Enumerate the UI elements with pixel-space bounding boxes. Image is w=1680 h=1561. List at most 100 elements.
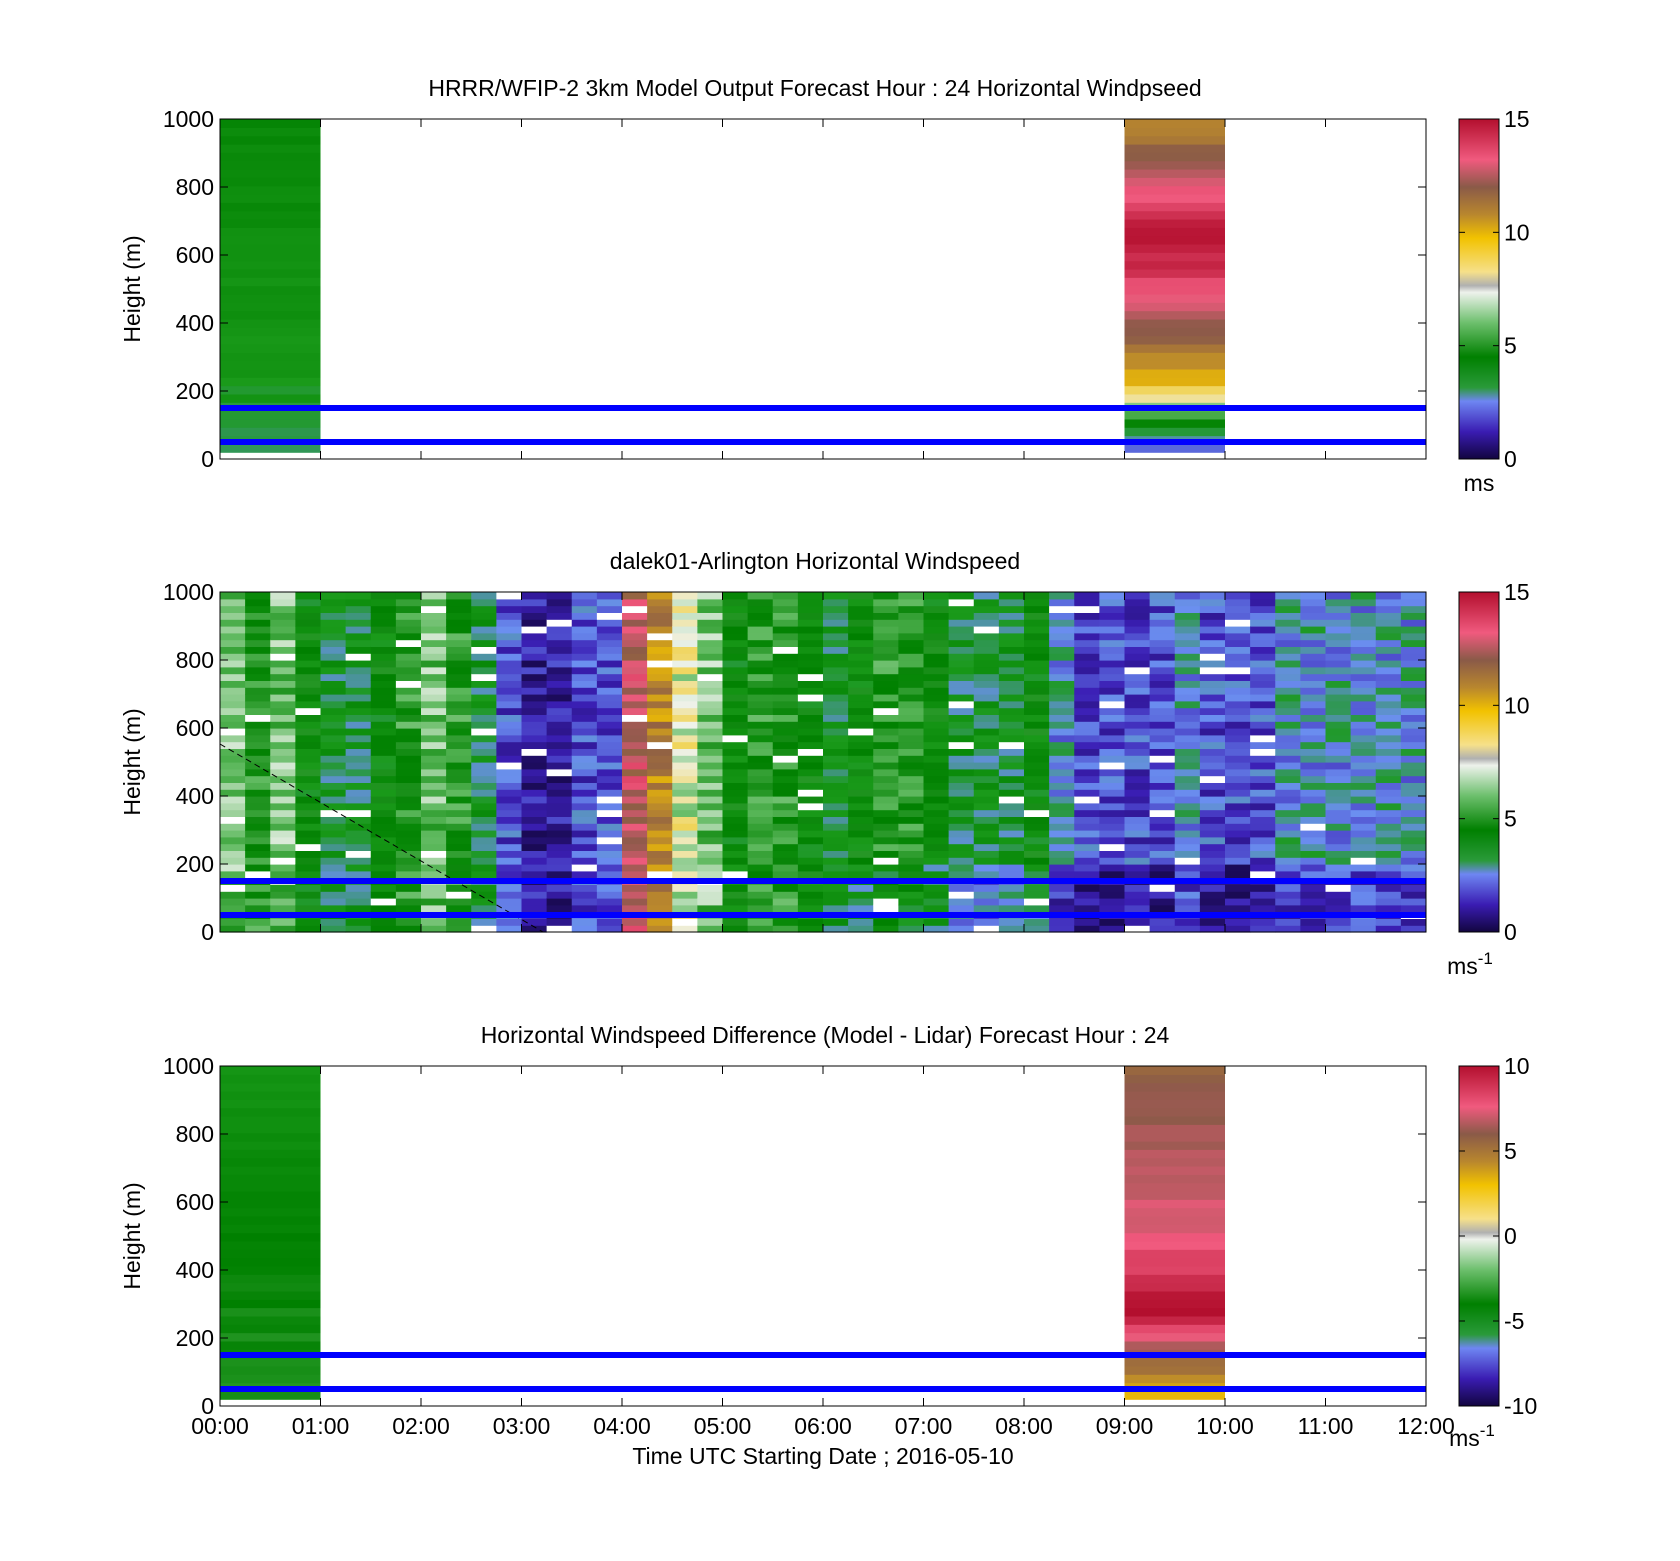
heatmap-cell bbox=[1325, 850, 1352, 858]
heatmap-cell bbox=[1375, 898, 1402, 906]
heatmap-cell bbox=[1199, 666, 1226, 675]
heatmap-cell bbox=[1300, 789, 1326, 797]
heatmap-cell bbox=[1024, 823, 1050, 831]
heatmap-cell bbox=[898, 809, 924, 817]
heatmap-cell bbox=[596, 925, 623, 933]
heatmap-cell bbox=[1400, 741, 1427, 749]
heatmap-cell bbox=[1099, 782, 1125, 790]
heatmap-cell bbox=[370, 918, 397, 926]
heatmap-cell bbox=[220, 1224, 321, 1234]
heatmap-cell bbox=[345, 918, 372, 926]
heatmap-cell bbox=[1225, 775, 1251, 783]
heatmap-cell bbox=[873, 632, 899, 641]
heatmap-cell bbox=[998, 809, 1025, 817]
heatmap-cell bbox=[722, 660, 749, 668]
heatmap-cell bbox=[1124, 741, 1151, 749]
heatmap-cell bbox=[1174, 632, 1201, 641]
heatmap-cell bbox=[220, 728, 246, 736]
heatmap-cell bbox=[948, 884, 975, 892]
heatmap-cell bbox=[697, 762, 723, 770]
heatmap-cell bbox=[1199, 700, 1226, 709]
heatmap-cell bbox=[1149, 680, 1176, 688]
heatmap-cell bbox=[647, 762, 673, 770]
heatmap-cell bbox=[571, 673, 598, 681]
heatmap-cell bbox=[446, 619, 472, 627]
heatmap-cell bbox=[370, 836, 397, 845]
heatmap-cell bbox=[1325, 612, 1352, 620]
heatmap-cell bbox=[220, 160, 321, 170]
heatmap-cell bbox=[1300, 660, 1326, 668]
heatmap-cell bbox=[245, 925, 271, 933]
heatmap-cell bbox=[998, 694, 1025, 702]
heatmap-cell bbox=[973, 734, 1000, 743]
heatmap-cell bbox=[647, 592, 673, 600]
heatmap-cell bbox=[1375, 728, 1402, 736]
heatmap-cell bbox=[823, 789, 849, 797]
heatmap-cell bbox=[823, 639, 849, 647]
heatmap-cell bbox=[1199, 694, 1226, 702]
heatmap-cell bbox=[596, 809, 623, 817]
heatmap-cell bbox=[370, 653, 397, 661]
heatmap-cell bbox=[923, 830, 950, 838]
heatmap-cell bbox=[421, 809, 447, 817]
heatmap-cell bbox=[848, 646, 874, 654]
heatmap-cell bbox=[546, 925, 573, 933]
heatmap-cell bbox=[270, 782, 296, 790]
heatmap-cell bbox=[220, 1249, 321, 1259]
heatmap-cell bbox=[571, 605, 598, 613]
heatmap-cell bbox=[1124, 1265, 1225, 1275]
heatmap-cell bbox=[1350, 768, 1377, 777]
heatmap-cell bbox=[395, 836, 422, 845]
heatmap-cell bbox=[270, 843, 296, 851]
heatmap-cell bbox=[747, 843, 774, 851]
heatmap-cell bbox=[571, 639, 598, 647]
heatmap-cell bbox=[1174, 673, 1201, 681]
heatmap-cell bbox=[295, 864, 321, 872]
heatmap-cell bbox=[998, 891, 1025, 899]
heatmap-cell bbox=[873, 891, 899, 899]
heatmap-cell bbox=[1099, 823, 1125, 831]
heatmap-cell bbox=[496, 626, 522, 634]
panel-lidar-title: dalek01-Arlington Horizontal Windspeed bbox=[610, 548, 1020, 574]
heatmap-cell bbox=[647, 700, 673, 709]
heatmap-cell bbox=[772, 925, 799, 933]
heatmap-cell bbox=[747, 660, 774, 668]
y-tick-label: 600 bbox=[176, 1189, 214, 1215]
heatmap-cell bbox=[998, 802, 1025, 811]
heatmap-cell bbox=[220, 1307, 321, 1317]
heatmap-cell bbox=[998, 707, 1025, 715]
heatmap-cell bbox=[1074, 891, 1100, 899]
heatmap-cell bbox=[496, 884, 522, 892]
heatmap-cell bbox=[1300, 796, 1326, 804]
heatmap-cell bbox=[898, 830, 924, 838]
heatmap-cell bbox=[873, 714, 899, 722]
heatmap-cell bbox=[1049, 592, 1075, 600]
heatmap-cell bbox=[672, 639, 698, 647]
heatmap-cell bbox=[521, 646, 548, 654]
heatmap-cell bbox=[1300, 632, 1326, 641]
heatmap-cell bbox=[1300, 925, 1326, 933]
heatmap-cell bbox=[697, 666, 723, 675]
heatmap-cell bbox=[571, 904, 598, 913]
heatmap-cell bbox=[948, 721, 975, 729]
heatmap-cell bbox=[923, 925, 950, 933]
heatmap-cell bbox=[797, 830, 824, 838]
heatmap-cell bbox=[1300, 741, 1326, 749]
heatmap-cell bbox=[1325, 904, 1352, 913]
heatmap-cell bbox=[596, 714, 623, 722]
heatmap-cell bbox=[220, 864, 246, 872]
heatmap-cell bbox=[1350, 898, 1377, 906]
heatmap-cell bbox=[496, 782, 522, 790]
x-tick-label: 07:00 bbox=[895, 1413, 953, 1439]
heatmap-cell bbox=[220, 1115, 321, 1125]
heatmap-cell bbox=[622, 741, 648, 749]
heatmap-cell bbox=[496, 687, 522, 695]
heatmap-cell bbox=[496, 632, 522, 641]
heatmap-cell bbox=[948, 864, 975, 872]
heatmap-cell bbox=[295, 592, 321, 600]
heatmap-cell bbox=[823, 619, 849, 627]
heatmap-cell bbox=[220, 823, 246, 831]
heatmap-cell bbox=[998, 741, 1025, 749]
heatmap-cell bbox=[1074, 823, 1100, 831]
heatmap-cell bbox=[823, 816, 849, 824]
